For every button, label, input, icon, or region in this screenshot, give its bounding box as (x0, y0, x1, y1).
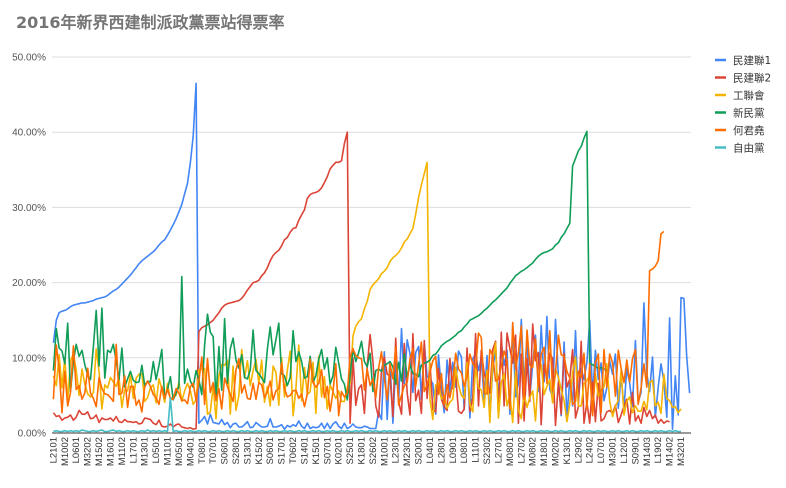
x-tick-label: M1301 (140, 437, 151, 466)
x-tick-label: L0701 (596, 437, 607, 463)
x-tick-label: M0801 (505, 437, 516, 466)
x-tick-label: S2501 (345, 437, 356, 464)
x-tick-label: L0401 (425, 437, 436, 463)
legend-label: 民建聯1 (733, 54, 771, 67)
x-tick-label: S0601 (220, 437, 231, 464)
x-tick-label: M1001 (379, 437, 390, 466)
x-tick-label: L0901 (448, 437, 459, 463)
x-tick-label: M0202 (551, 437, 562, 466)
x-tick-label: L1202 (619, 437, 630, 463)
x-tick-label: S0701 (322, 437, 333, 464)
x-tick-label: L1701 (128, 437, 139, 463)
x-tick-label: M1801 (539, 437, 550, 466)
x-tick-label: K1502 (254, 437, 265, 464)
x-tick-label: M3201 (676, 437, 687, 466)
x-tick-label: L1902 (653, 437, 664, 463)
x-tick-label: S2801 (231, 437, 242, 464)
y-tick-label: 50.00% (12, 53, 46, 64)
x-tick-label: T0701 (208, 437, 219, 464)
y-tick-label: 30.00% (12, 203, 46, 214)
series-line-2 (52, 131, 670, 431)
series-line-6 (53, 396, 681, 433)
x-tick-label: M1002 (60, 437, 71, 466)
x-tick-label: L2301 (391, 437, 402, 463)
chart-title: 2016年新界西建制派政黨票站得票率 (16, 13, 285, 32)
x-tick-label: M1102 (117, 437, 128, 465)
x-tick-label: L2402 (585, 437, 596, 463)
legend-label: 自由黨 (733, 141, 765, 154)
x-tick-label: M0501 (174, 437, 185, 466)
x-tick-label: M3202 (83, 437, 94, 466)
x-axis-tick-labels: L2101 M1002 L0601 M3202 M1502 M1601 M1102 L1701… (48, 437, 687, 466)
x-tick-label: S2302 (482, 437, 493, 464)
x-tick-label: M1502 (94, 437, 105, 466)
x-tick-label: L2702 (516, 437, 527, 463)
series-lines (52, 82, 691, 433)
x-tick-label: L0501 (151, 437, 162, 463)
x-tick-label: K1501 (311, 437, 322, 464)
x-tick-label: M3001 (608, 437, 619, 466)
x-tick-label: M0401 (185, 437, 196, 466)
x-tick-label: K1801 (357, 437, 368, 464)
legend-label: 民建聯2 (733, 71, 771, 84)
y-tick-label: 10.00% (12, 353, 46, 364)
x-tick-label: M1601 (106, 437, 117, 466)
x-tick-label: M2301 (402, 437, 413, 466)
x-tick-label: L0801 (459, 437, 470, 463)
x-tick-label: S2602 (368, 437, 379, 464)
series-line-1 (52, 82, 691, 431)
legend-label: 工聯會 (733, 89, 765, 102)
y-tick-label: 0.00% (18, 429, 46, 440)
x-tick-label: T0602 (288, 437, 299, 464)
x-tick-label: S0601 (265, 437, 276, 464)
x-tick-label: L2801 (436, 437, 447, 463)
x-tick-label: S1401 (300, 437, 311, 464)
y-tick-label: 20.00% (12, 278, 46, 289)
x-tick-label: S2001 (414, 437, 425, 464)
x-tick-label: K1301 (562, 437, 573, 464)
x-tick-label: L0601 (71, 437, 82, 463)
y-tick-label: 40.00% (12, 128, 46, 139)
x-tick-label: L2902 (573, 437, 584, 463)
series-line-3 (52, 161, 682, 424)
gridlines (52, 56, 691, 434)
x-tick-label: T0801 (197, 437, 208, 464)
x-tick-label: S1301 (242, 437, 253, 464)
legend-label: 新民黨 (733, 106, 765, 119)
x-tick-label: M0802 (528, 437, 539, 466)
legend-label: 何君堯 (733, 124, 765, 137)
x-tick-label: L2701 (493, 437, 504, 463)
x-tick-label: S0901 (630, 437, 641, 464)
x-tick-label: M1101 (163, 437, 174, 465)
series-line-5 (52, 230, 665, 417)
x-tick-label: K0201 (334, 437, 345, 464)
x-tick-label: M1402 (665, 437, 676, 466)
x-tick-label: M1403 (642, 437, 653, 466)
x-tick-label: L2101 (48, 437, 59, 463)
y-axis-tick-labels: 0.00% 10.00% 20.00% 30.00% 40.00% 50.00% (12, 53, 46, 440)
x-tick-label: S1701 (277, 437, 288, 464)
x-tick-label: L1101 (471, 437, 482, 463)
